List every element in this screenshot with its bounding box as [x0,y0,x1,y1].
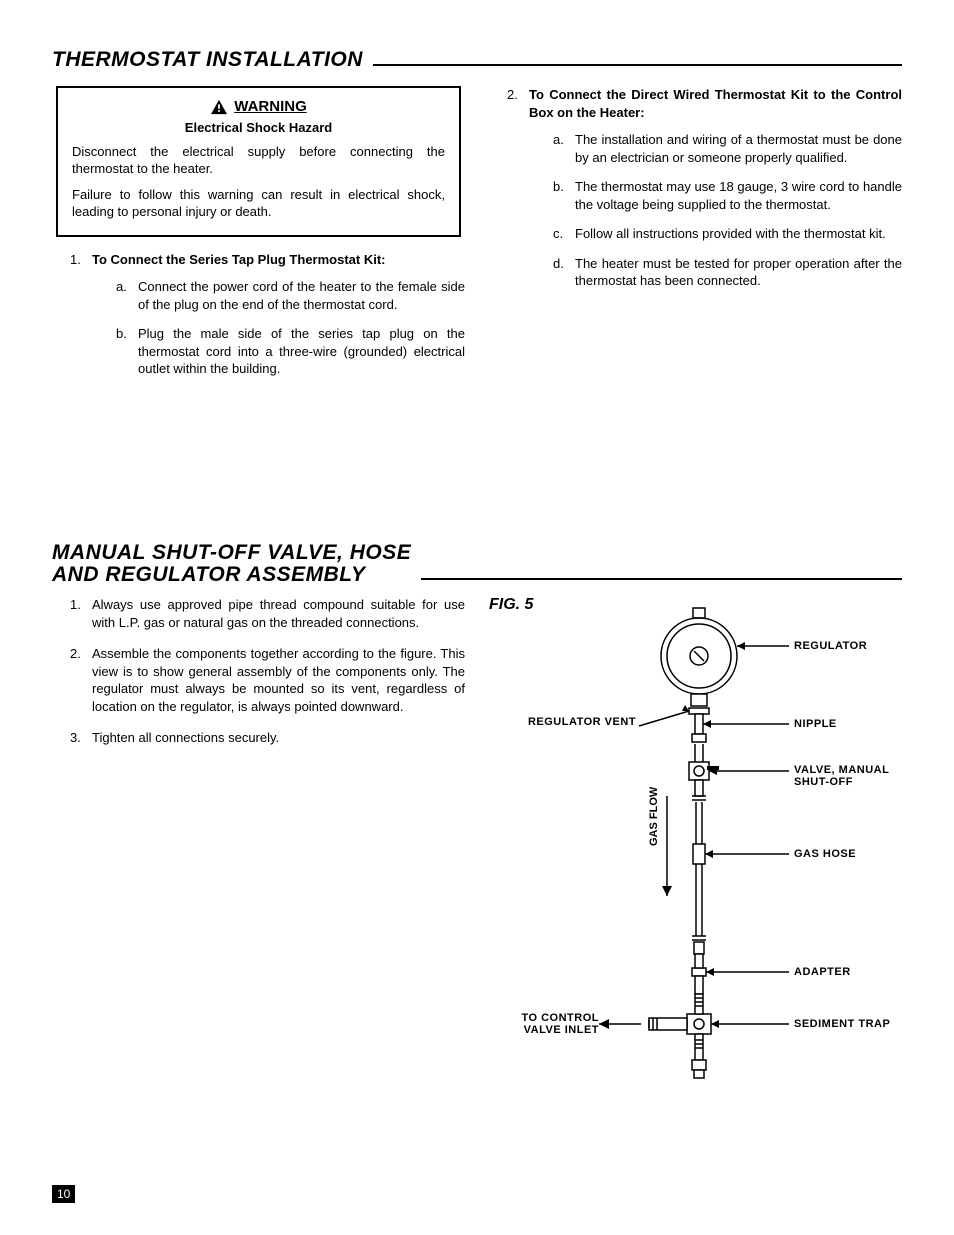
figure-area: FIG. 5 [489,596,902,1116]
section1-right-col: 2. To Connect the Direct Wired Thermosta… [489,86,902,392]
section-title-wrap: THERMOSTAT INSTALLATION [52,48,902,72]
section2-columns: 1. Always use approved pipe thread compo… [52,596,902,1116]
warning-head: WARNING Electrical Shock Hazard [72,98,445,135]
warning-p1: Disconnect the electrical supply before … [72,143,445,178]
label-regulator: REGULATOR [794,640,867,652]
right-sub-c: c. Follow all instructions provided with… [553,225,902,243]
section2: MANUAL SHUT-OFF VALVE, HOSE AND REGULATO… [52,542,902,1116]
label-gas-hose: GAS HOSE [794,848,856,860]
left-sub-b: b. Plug the male side of the series tap … [116,325,465,378]
label-nipple: NIPPLE [794,718,837,730]
num-2: 2. [507,86,518,104]
assembly-list: 1. Always use approved pipe thread compo… [52,596,465,747]
label-adapter: ADAPTER [794,966,851,978]
section2-title-wrap: MANUAL SHUT-OFF VALVE, HOSE AND REGULATO… [52,542,902,586]
left-sub-a: a. Connect the power cord of the heater … [116,278,465,313]
left-list: 1. To Connect the Series Tap Plug Thermo… [52,251,465,378]
anum-1: 1. [70,596,81,614]
right-h2: To Connect the Direct Wired Thermostat K… [529,87,902,120]
section1-left-col: WARNING Electrical Shock Hazard Disconne… [52,86,465,392]
right-sub-a: a. The installation and wiring of a ther… [553,131,902,166]
label-to-control: TO CONTROL VALVE INLET [509,1012,599,1036]
left-h1: To Connect the Series Tap Plug Thermosta… [92,252,386,267]
assembly-diagram: GAS FLOW [489,596,929,1116]
right-d-text: The heater must be tested for proper ope… [575,256,902,289]
section2-left-col: 1. Always use approved pipe thread compo… [52,596,465,1116]
right-item-2: 2. To Connect the Direct Wired Thermosta… [507,86,902,290]
gas-flow-label: GAS FLOW [648,786,660,846]
section2-title: MANUAL SHUT-OFF VALVE, HOSE AND REGULATO… [52,542,421,586]
warning-p2: Failure to follow this warning can resul… [72,186,445,221]
assembly-t3: Tighten all connections securely. [92,730,279,745]
section1-title: THERMOSTAT INSTALLATION [52,48,373,72]
warning-title-text: WARNING [234,98,307,115]
assembly-item-2: 2. Assemble the components together acco… [70,645,465,715]
assembly-t1: Always use approved pipe thread compound… [92,597,465,630]
warning-icon [210,99,228,115]
num-1: 1. [70,251,81,269]
left-sublist: a. Connect the power cord of the heater … [92,278,465,378]
right-sub-d: d. The heater must be tested for proper … [553,255,902,290]
section2-right-col: FIG. 5 [489,596,902,1116]
assembly-item-3: 3. Tighten all connections securely. [70,729,465,747]
let-a2: a. [553,131,564,149]
anum-3: 3. [70,729,81,747]
let-d: d. [553,255,564,273]
let-b: b. [116,325,127,343]
right-a-text: The installation and wiring of a thermos… [575,132,902,165]
let-b2: b. [553,178,564,196]
assembly-item-1: 1. Always use approved pipe thread compo… [70,596,465,631]
right-sub-b: b. The thermostat may use 18 gauge, 3 wi… [553,178,902,213]
warning-box: WARNING Electrical Shock Hazard Disconne… [56,86,461,237]
left-item-1: 1. To Connect the Series Tap Plug Thermo… [70,251,465,378]
let-c: c. [553,225,563,243]
warning-title: WARNING [210,98,307,115]
left-a-text: Connect the power cord of the heater to … [138,279,465,312]
page-number: 10 [52,1185,75,1203]
right-list: 2. To Connect the Direct Wired Thermosta… [489,86,902,290]
right-b-text: The thermostat may use 18 gauge, 3 wire … [575,179,902,212]
section1-columns: WARNING Electrical Shock Hazard Disconne… [52,86,902,392]
assembly-t2: Assemble the components together accordi… [92,646,465,714]
label-regulator-vent: REGULATOR VENT [521,716,636,728]
warning-subtitle: Electrical Shock Hazard [72,120,445,135]
let-a: a. [116,278,127,296]
right-c-text: Follow all instructions provided with th… [575,226,886,241]
label-sediment-trap: SEDIMENT TRAP [794,1018,890,1030]
anum-2: 2. [70,645,81,663]
label-valve: VALVE, MANUAL SHUT-OFF [794,764,889,788]
left-b-text: Plug the male side of the series tap plu… [138,326,465,376]
right-sublist: a. The installation and wiring of a ther… [529,131,902,290]
